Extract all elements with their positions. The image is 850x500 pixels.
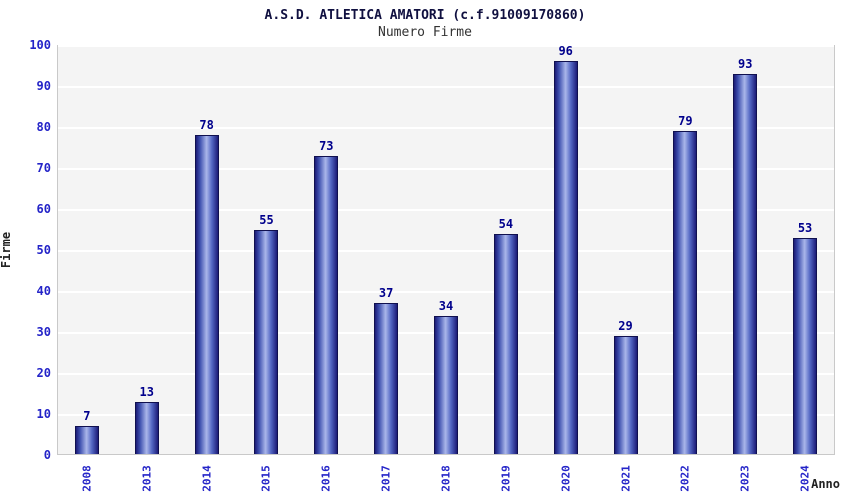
x-tick-label: 2015	[259, 465, 273, 492]
x-tick-label: 2013	[140, 465, 154, 492]
x-tick-label: 2024	[798, 465, 812, 492]
x-tick-label: 2023	[738, 465, 752, 492]
bar-value-label: 37	[378, 286, 394, 301]
bar-value-label: 79	[678, 114, 693, 129]
x-tick-label: 2021	[619, 465, 633, 492]
bar-value-label: 55	[259, 212, 274, 227]
bar	[314, 155, 339, 454]
y-tick-label: 40	[36, 284, 51, 298]
x-tick-label: 2016	[319, 465, 333, 492]
bar	[74, 426, 99, 454]
bar-value-label: 73	[319, 138, 334, 153]
bar-value-label: 34	[438, 298, 454, 313]
bar-value-label: 53	[797, 220, 813, 235]
x-tick-label: 2014	[200, 465, 214, 492]
bar	[434, 315, 458, 454]
y-tick-label: 80	[36, 120, 51, 134]
gridline	[58, 86, 834, 88]
x-tick-label: 2019	[499, 465, 513, 492]
gridline	[58, 168, 834, 170]
bar	[254, 229, 279, 454]
gridline	[58, 45, 834, 47]
y-tick-label: 0	[43, 448, 51, 462]
bar	[673, 131, 698, 454]
y-tick-label: 20	[36, 366, 51, 380]
bar	[793, 237, 818, 454]
bar	[374, 303, 399, 454]
y-tick-label: 60	[36, 202, 51, 216]
y-tick-label: 70	[36, 161, 51, 175]
x-axis-label: Anno	[811, 477, 840, 491]
bar	[613, 336, 638, 454]
x-tick-label: 2020	[559, 465, 573, 492]
y-tick-label: 10	[36, 407, 51, 421]
gridline	[58, 291, 834, 293]
x-tick-label: 2018	[439, 465, 453, 492]
chart-title: A.S.D. ATLETICA AMATORI (c.f.91009170860…	[264, 8, 586, 23]
gridline	[58, 250, 834, 252]
bar	[134, 401, 159, 454]
bar	[194, 135, 219, 454]
bar-value-label: 96	[558, 44, 573, 59]
y-tick-label: 100	[29, 38, 51, 52]
gridline	[58, 127, 834, 129]
x-tick-label: 2008	[80, 465, 94, 492]
bar-value-label: 13	[139, 384, 154, 399]
bar	[493, 233, 518, 454]
bar-value-label: 54	[498, 216, 514, 231]
y-tick-label: 50	[36, 243, 51, 257]
bar	[553, 61, 578, 454]
x-tick-label: 2017	[379, 465, 393, 492]
bar-value-label: 93	[737, 56, 753, 71]
gridline	[58, 209, 834, 211]
chart-subtitle: Numero Firme	[378, 25, 472, 40]
y-tick-label: 90	[36, 79, 51, 93]
bar-value-label: 29	[618, 319, 633, 334]
bar	[733, 73, 758, 454]
x-tick-label: 2022	[678, 465, 692, 492]
bar-value-label: 78	[199, 118, 214, 133]
y-tick-label: 30	[36, 325, 51, 339]
y-axis-label: Firme	[0, 231, 13, 269]
bar-value-label: 7	[83, 409, 91, 424]
